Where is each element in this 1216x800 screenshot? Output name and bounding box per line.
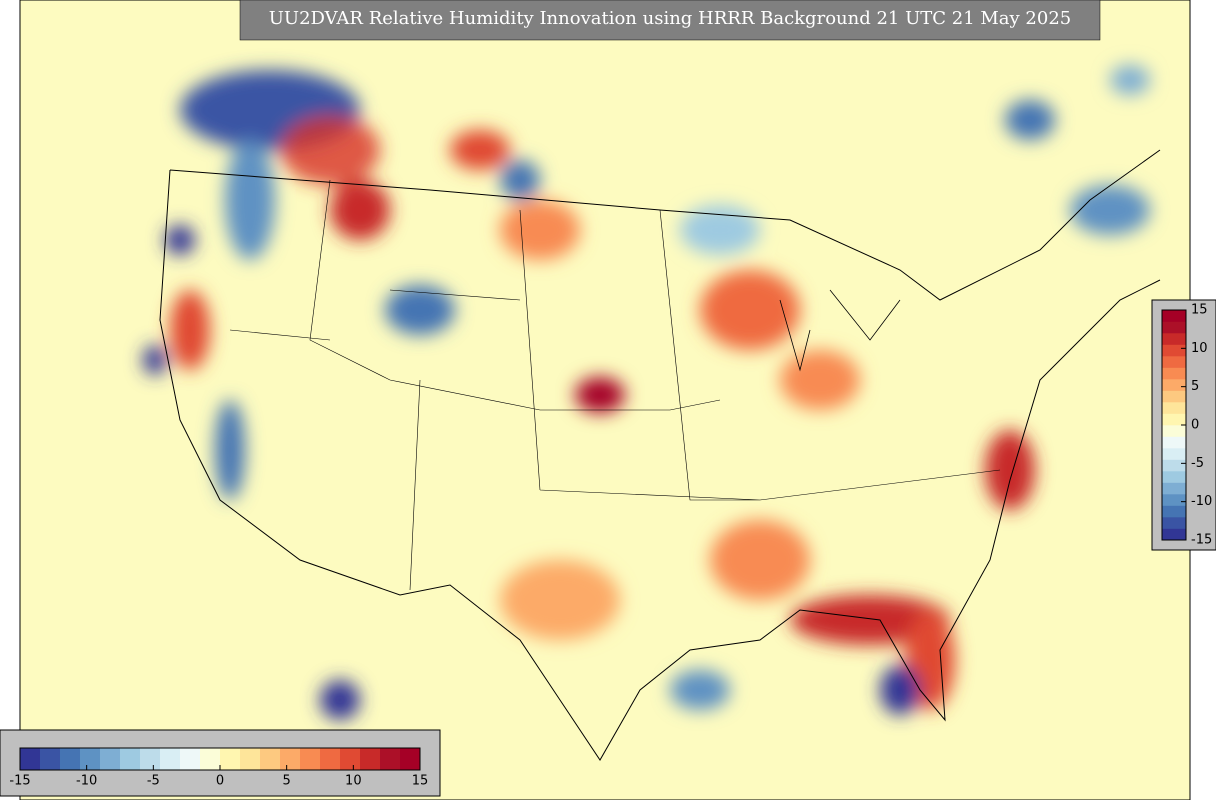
colorbar-segment <box>1162 448 1186 460</box>
colorbar-segment <box>60 748 81 770</box>
colorbar-tick-label: -10 <box>76 774 97 789</box>
map-title: UU2DVAR Relative Humidity Innovation usi… <box>269 8 1072 29</box>
colorbar-segment <box>1162 402 1186 414</box>
colorbar-segment <box>20 748 41 770</box>
colorbar-segment <box>1162 471 1186 483</box>
colorbar-segment <box>220 748 241 770</box>
colorbar-segment <box>1162 425 1186 437</box>
colorbar-segment <box>320 748 341 770</box>
colorbar-segment <box>200 748 221 770</box>
colorbar-tick-label: 0 <box>1191 418 1199 433</box>
colorbar-tick-label: 10 <box>345 774 362 789</box>
colorbar-tick-label: -15 <box>1191 533 1212 548</box>
colorbar-segment <box>40 748 61 770</box>
colorbar-segment <box>100 748 121 770</box>
boundaries <box>159 149 1161 761</box>
colorbar-segment <box>400 748 421 770</box>
colorbar-segment <box>1162 379 1186 391</box>
colorbar-segment <box>1162 494 1186 506</box>
colorbar-tick-label: 0 <box>216 774 224 789</box>
colorbar-segment <box>1162 505 1186 518</box>
colorbar-tick-label: -10 <box>1191 494 1212 509</box>
colorbar-segment <box>240 748 261 770</box>
colorbar-segment <box>80 748 101 770</box>
colorbar-segment <box>180 748 201 770</box>
colorbar-segment <box>1162 459 1186 472</box>
innovation-field <box>143 65 1150 720</box>
colorbar-tick-label: 5 <box>283 774 291 789</box>
colorbar-segment <box>280 748 301 770</box>
colorbar-segment <box>380 748 401 770</box>
colorbar-segment <box>340 748 361 770</box>
colorbar-tick-label: 15 <box>412 774 429 789</box>
colorbar-segment <box>1162 321 1186 334</box>
colorbar-tick-label: 10 <box>1191 341 1208 356</box>
colorbar-segment <box>1162 482 1186 495</box>
colorbar-segment <box>140 748 161 770</box>
colorbar-segment <box>1162 367 1186 380</box>
colorbar-segment <box>300 748 321 770</box>
colorbar-segment <box>360 748 381 770</box>
colorbar-segment <box>1162 390 1186 403</box>
colorbar-segment <box>120 748 141 770</box>
colorbar-tick-label: -15 <box>9 774 30 789</box>
colorbar-tick-label: 15 <box>1191 303 1208 318</box>
colorbar-segment <box>1162 517 1186 529</box>
colorbar-tick-label: -5 <box>1191 456 1204 471</box>
colorbar-segment <box>1162 356 1186 368</box>
colorbar-segment <box>260 748 281 770</box>
colorbar-tick-label: -5 <box>147 774 160 789</box>
colorbar-segment <box>1162 436 1186 449</box>
colorbar-segment <box>1162 310 1186 322</box>
colorbar-segment <box>1162 333 1186 345</box>
colorbar-segment <box>160 748 181 770</box>
colorbar-segment <box>1162 344 1186 357</box>
title-box <box>239 0 1101 41</box>
colorbar-tick-label: 5 <box>1191 379 1199 394</box>
colorbar-segment <box>1162 413 1186 426</box>
colorbar-segment <box>1162 528 1186 541</box>
